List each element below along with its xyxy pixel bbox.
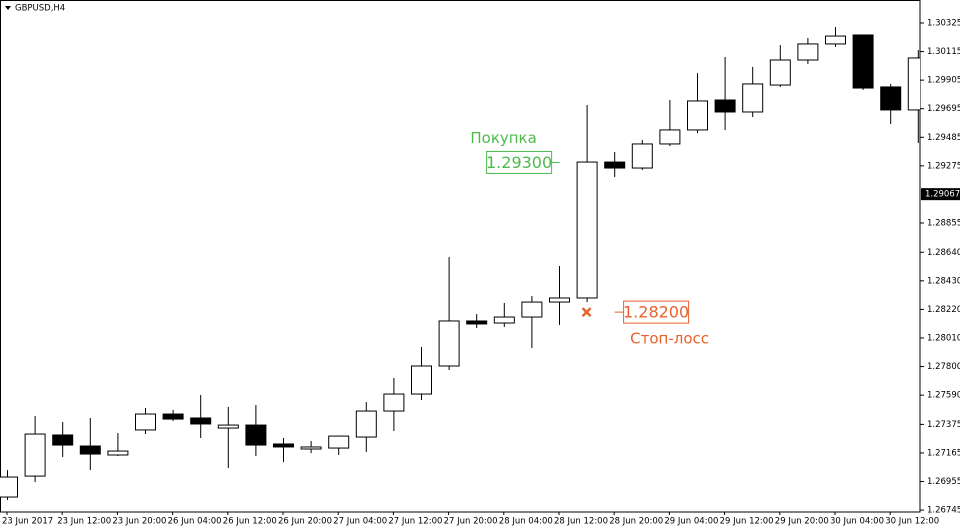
candle-body (825, 35, 846, 45)
candle-body (328, 435, 350, 449)
candle-body (217, 424, 239, 429)
x-tick-label: 23 Jun 20:00 (112, 517, 166, 527)
candle-body (631, 143, 653, 169)
stop-loss-label: Стоп-лосс (630, 330, 709, 348)
current-price-tag (921, 188, 960, 201)
x-tick-label: 29 Jun 04:00 (664, 517, 718, 527)
candle-body (79, 445, 101, 455)
menu-arrow (5, 6, 11, 10)
current-price-label: 1.29067 (925, 190, 960, 200)
buy-price-label: 1.29300 (486, 153, 552, 172)
x-tick-label: 26 Jun 04:00 (168, 517, 222, 527)
candle-body (273, 443, 294, 448)
candle-body (493, 316, 515, 324)
y-tick-label: 1.26745 (927, 506, 960, 516)
x-tick-label: 23 Jun 12:00 (57, 517, 111, 527)
y-tick-label: 1.30115 (927, 47, 960, 57)
y-tick-label: 1.26955 (927, 477, 960, 487)
candle-body (659, 129, 681, 145)
candle-body (24, 433, 46, 477)
candle-body (852, 34, 874, 89)
x-tick-label: 30 Jun 04:00 (830, 517, 884, 527)
y-tick-label: 1.28430 (927, 276, 960, 286)
y-tick-label: 1.27800 (927, 362, 960, 372)
candle-body (742, 83, 764, 113)
candle-body (135, 413, 156, 431)
candle-body (355, 410, 377, 438)
candle-body (797, 43, 819, 61)
candle-body (466, 320, 488, 325)
y-tick-label: 1.28010 (927, 333, 960, 343)
candle-body (300, 446, 322, 450)
x-tick-label: 29 Jun 12:00 (720, 517, 774, 527)
candle-body (604, 161, 626, 169)
candle-body (411, 365, 432, 395)
stop-loss-cross (581, 307, 592, 318)
x-tick-label: 28 Jun 04:00 (499, 517, 553, 527)
y-tick-label: 1.29275 (927, 161, 960, 171)
y-tick-label: 1.27165 (927, 448, 960, 458)
candle-body (162, 413, 184, 420)
y-tick-label: 1.28640 (927, 248, 960, 258)
candle-body (383, 393, 405, 412)
candle-body (576, 161, 598, 299)
y-tick-label: 1.29695 (927, 104, 960, 114)
stop-loss-price-label: 1.28200 (623, 303, 689, 322)
candle-body (687, 100, 708, 131)
candle-body (0, 476, 18, 498)
x-tick-label: 26 Jun 12:00 (223, 517, 277, 527)
chart-title: GBPUSD,H4 (15, 4, 65, 14)
candle-body (714, 99, 736, 113)
y-tick-label: 1.28855 (927, 219, 960, 229)
y-tick-label: 1.29905 (927, 76, 960, 86)
x-tick-label: 29 Jun 20:00 (775, 517, 829, 527)
candle-body (521, 301, 543, 318)
x-tick-label: 26 Jun 20:00 (278, 517, 332, 527)
candle-body (52, 434, 74, 446)
x-tick-label: 23 Jun 2017 (2, 517, 53, 527)
candle-body (769, 59, 791, 86)
candle-body (549, 297, 570, 303)
buy-label: Покупка (470, 129, 536, 147)
candle-body (107, 450, 129, 456)
candle-body (907, 57, 920, 111)
y-tick-label: 1.27375 (927, 420, 960, 430)
x-tick-label: 30 Jun 12:00 (885, 517, 939, 527)
y-tick-label: 1.30325 (927, 18, 960, 28)
x-tick-label: 28 Jun 12:00 (554, 517, 608, 527)
x-tick-label: 27 Jun 04:00 (333, 517, 387, 527)
y-tick-label: 1.27590 (927, 391, 960, 401)
x-tick-label: 27 Jun 12:00 (388, 517, 442, 527)
x-tick-label: 27 Jun 20:00 (444, 517, 498, 527)
x-tick-label: 28 Jun 20:00 (609, 517, 663, 527)
y-tick-label: 1.29485 (927, 133, 960, 143)
stop-loss-price-box (623, 300, 690, 324)
candle-body (438, 320, 460, 367)
y-tick-label: 1.28220 (927, 305, 960, 315)
candle-body (190, 417, 212, 425)
candle-body (880, 86, 902, 111)
candle-body (245, 424, 267, 446)
candles (0, 26, 920, 501)
